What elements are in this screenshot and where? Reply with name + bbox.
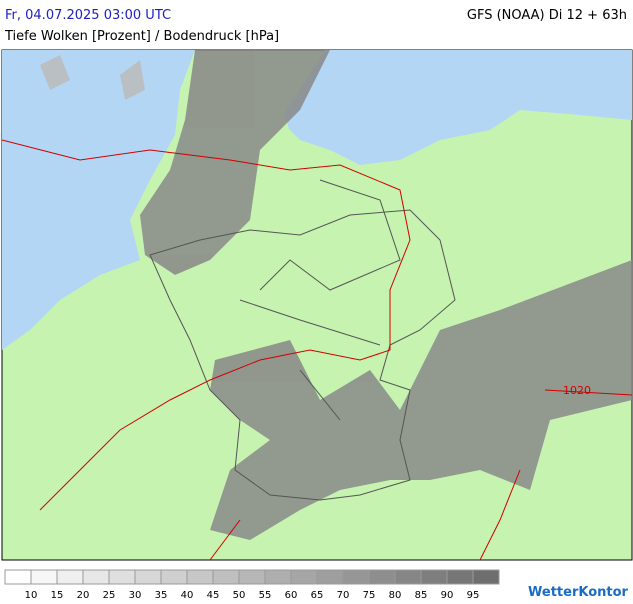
datetime: Fr, 04.07.2025 03:00 UTC [5, 8, 171, 23]
legend-label: 55 [259, 590, 272, 600]
legend-swatch [238, 569, 266, 585]
legend-label: 70 [337, 590, 350, 600]
legend-label: 95 [467, 590, 480, 600]
legend-label: 40 [181, 590, 194, 600]
legend-label: 80 [389, 590, 402, 600]
legend-swatch [316, 569, 344, 585]
legend-swatch [212, 569, 240, 585]
legend-swatch [4, 569, 32, 585]
map: 1020 [1, 49, 633, 561]
legend-swatch [134, 569, 162, 585]
borders [149, 179, 456, 501]
legend-swatch [264, 569, 292, 585]
isobars [1, 139, 633, 561]
legend-swatch [56, 569, 84, 585]
legend-swatch [420, 569, 448, 585]
baltic-sea [280, 50, 632, 165]
legend-swatch [30, 569, 58, 585]
legend-label: 30 [129, 590, 142, 600]
legend-swatch [108, 569, 136, 585]
legend-label: 25 [103, 590, 116, 600]
legend-label: 60 [285, 590, 298, 600]
legend-label: 20 [77, 590, 90, 600]
legend: 10 15 20 25 30 35 40 45 50 55 60 65 70 75 80 85 90 95 [4, 569, 500, 601]
legend-label: 50 [233, 590, 246, 600]
legend-swatch [290, 569, 318, 585]
map-title: Tiefe Wolken [Prozent] / Bodendruck [hPa… [4, 29, 279, 44]
legend-label: 65 [311, 590, 324, 600]
isobar-label: 1020 [563, 384, 591, 397]
north-sea [2, 50, 195, 350]
logo: WetterKontor [528, 585, 629, 600]
legend-label: 35 [155, 590, 168, 600]
legend-swatch [368, 569, 396, 585]
legend-swatch [342, 569, 370, 585]
legend-swatch [82, 569, 110, 585]
model-run: GFS (NOAA) Di 12 + 63h [467, 8, 627, 23]
legend-label: 75 [363, 590, 376, 600]
legend-swatch [472, 569, 500, 585]
legend-label: 10 [25, 590, 38, 600]
legend-label: 90 [441, 590, 454, 600]
legend-label: 85 [415, 590, 428, 600]
legend-swatch [394, 569, 422, 585]
legend-swatch [446, 569, 474, 585]
legend-label: 45 [207, 590, 220, 600]
legend-swatch [160, 569, 188, 585]
cloud-areas [40, 50, 632, 540]
legend-label: 15 [51, 590, 64, 600]
legend-swatch [186, 569, 214, 585]
